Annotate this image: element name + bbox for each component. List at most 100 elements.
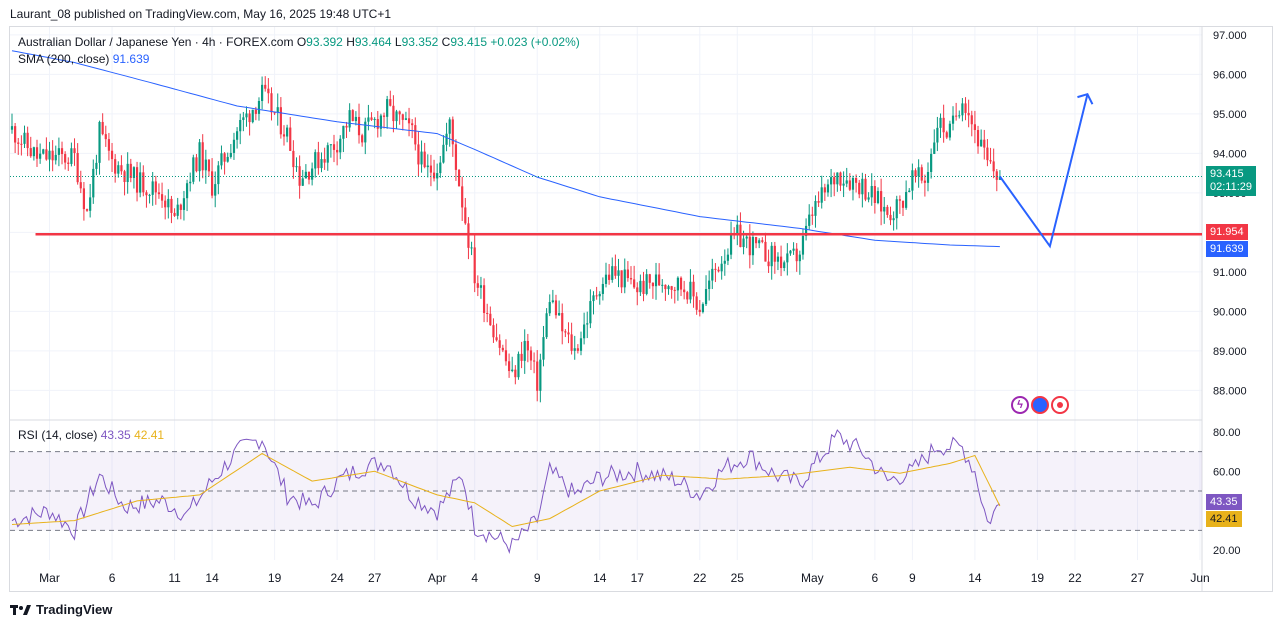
candle-body xyxy=(826,184,830,193)
events-row[interactable]: ϟ xyxy=(1011,396,1069,414)
candle-body xyxy=(282,134,286,137)
candle-body xyxy=(23,132,26,144)
candle-body xyxy=(986,147,989,161)
candle-body xyxy=(345,125,348,128)
candle-body xyxy=(898,199,901,201)
candle-body xyxy=(820,187,823,203)
candle-body xyxy=(873,186,876,203)
published-by-line: Laurant_08 published on TradingView.com,… xyxy=(10,7,392,21)
candle-body xyxy=(311,168,314,180)
symbol-legend[interactable]: Australian Dollar / Japanese Yen · 4h · … xyxy=(18,35,580,49)
candle-body xyxy=(964,103,967,113)
sma-200-line xyxy=(11,50,1000,248)
candle-body xyxy=(701,304,705,313)
economic-event-icon[interactable]: ϟ xyxy=(1011,396,1029,414)
time-axis: Mar 6 11 14 19 24 27 Apr 4 9 14 17 22 25 May 6 9 14 19 22 27… xyxy=(39,571,1209,585)
candle-body xyxy=(858,182,861,195)
rsi-ma-price-tag: 42.41 xyxy=(1206,511,1242,527)
candle-body xyxy=(808,214,811,226)
price-axis: 97.00096.00095.00094.00093.00092.00091.0… xyxy=(1213,30,1247,557)
candle-body xyxy=(395,111,398,122)
open-value: 93.392 xyxy=(306,35,343,49)
candle-body xyxy=(229,152,232,157)
rsi-ma-value: 42.41 xyxy=(134,428,165,442)
candle-body xyxy=(376,119,379,129)
candle-body xyxy=(579,338,583,351)
candle-body xyxy=(226,156,229,162)
candle-body xyxy=(398,111,401,115)
candle-body xyxy=(548,302,551,314)
candle-body xyxy=(301,178,304,186)
candle-body xyxy=(26,132,29,149)
candle-body xyxy=(845,180,848,184)
candle-body xyxy=(276,107,279,113)
price-tick-label: 90.000 xyxy=(1213,306,1247,318)
candle-body xyxy=(257,100,261,114)
candle-body xyxy=(151,181,154,195)
candle-body xyxy=(298,166,301,186)
candle-body xyxy=(761,240,764,242)
candle-body xyxy=(598,293,601,297)
projection-arrowhead xyxy=(1077,92,1094,105)
candle-body xyxy=(532,360,536,362)
candle-body xyxy=(45,149,48,160)
candle-body xyxy=(636,287,639,293)
candle-body xyxy=(620,270,623,288)
candle-body xyxy=(214,184,217,196)
candle-body xyxy=(883,206,886,212)
candle-body xyxy=(864,178,867,200)
candle-body xyxy=(270,93,273,113)
japan-flag-icon[interactable] xyxy=(1051,396,1069,414)
high-value: 93.464 xyxy=(354,35,392,49)
candle-body xyxy=(639,280,642,293)
candle-body xyxy=(573,348,576,351)
high-label: H xyxy=(346,35,355,49)
open-label: O xyxy=(296,35,307,49)
candle-body xyxy=(751,237,755,256)
rsi-legend[interactable]: RSI (14, close) 43.35 42.41 xyxy=(18,428,164,442)
rsi-label: RSI (14, close) xyxy=(18,428,98,442)
candle-body xyxy=(848,180,851,190)
time-tick-label: 14 xyxy=(205,571,219,585)
candle-body xyxy=(667,286,670,290)
candle-body xyxy=(714,268,717,270)
time-tick-label: May xyxy=(801,571,824,585)
sma-legend[interactable]: SMA (200, close) 91.639 xyxy=(18,52,149,66)
brand-name: TradingView xyxy=(36,602,113,617)
candle-body xyxy=(254,109,257,114)
candle-body xyxy=(29,148,32,157)
candle-body xyxy=(160,194,164,201)
candle-body xyxy=(729,233,733,255)
candle-body xyxy=(451,119,454,145)
candle-body xyxy=(454,144,458,170)
candle-body xyxy=(220,153,223,166)
australia-flag-icon[interactable] xyxy=(1031,396,1049,414)
candle-body xyxy=(373,119,376,121)
candle-body xyxy=(35,147,39,159)
price-tick-label: 89.000 xyxy=(1213,346,1247,358)
candle-body xyxy=(107,139,111,151)
candle-body xyxy=(407,118,411,124)
candle-body xyxy=(348,110,351,128)
rsi-tick-label: 80.00 xyxy=(1213,427,1241,439)
candle-body xyxy=(945,132,948,138)
candle-body xyxy=(629,278,633,280)
candle-body xyxy=(561,313,564,332)
overlays xyxy=(10,50,1202,249)
candle-body xyxy=(314,152,317,169)
candle-body xyxy=(920,167,923,181)
candle-body xyxy=(633,279,636,288)
change-value: +0.023 (+0.02%) xyxy=(490,35,580,49)
candle-body xyxy=(120,165,123,172)
candle-body xyxy=(251,109,254,123)
candle-body xyxy=(908,190,911,192)
candle-body xyxy=(617,270,620,276)
candle-body xyxy=(936,127,939,143)
candle-body xyxy=(379,115,383,129)
candle-body xyxy=(989,160,992,162)
candle-body xyxy=(855,178,858,183)
bar-countdown: 02:11:29 xyxy=(1210,181,1253,193)
candle-body xyxy=(783,262,786,269)
candle-body xyxy=(608,274,611,280)
